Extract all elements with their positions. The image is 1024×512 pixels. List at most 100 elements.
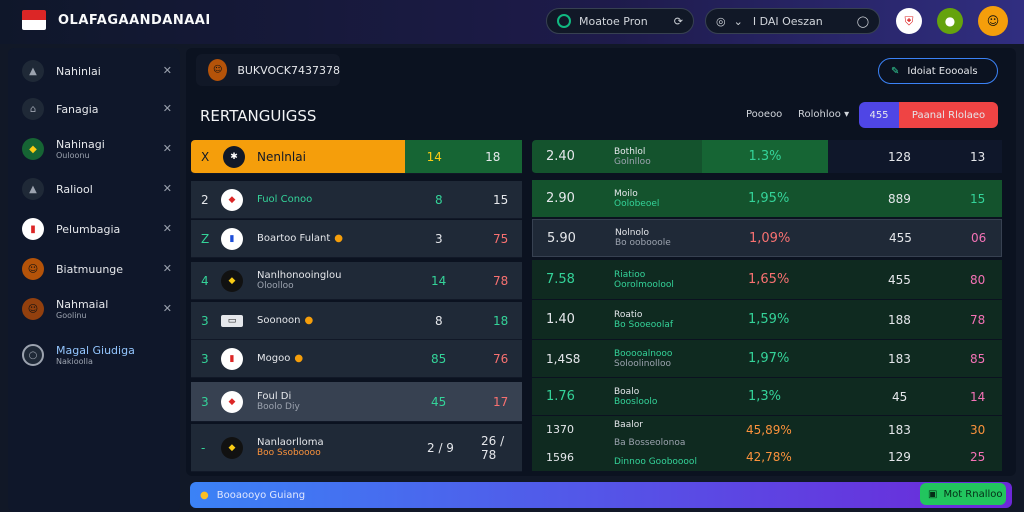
- rank: X: [201, 149, 210, 164]
- odds-name-wrap: Nolnolo Bo oobooole: [615, 220, 671, 256]
- table-row[interactable]: 4 ◆ Nanlhonooinglou Oloolloo 14 78: [191, 262, 522, 300]
- globe-icon: ◎: [716, 14, 726, 28]
- sidebar-item-6[interactable]: ☺ Nahmaial Goolinu ✕: [22, 296, 172, 322]
- sidebar-item-label-wrap: Nahmaial Goolinu: [56, 298, 108, 320]
- sidebar-item-5[interactable]: ☺ Biatmuunge ✕: [22, 256, 172, 282]
- stat-d-wrap: 30 25: [970, 416, 985, 471]
- panel-toggle[interactable]: Paanal Rlolaeo: [899, 102, 998, 128]
- match-tab[interactable]: ☺ BUKVOCK7437378: [196, 54, 340, 86]
- odds-row[interactable]: 5.90 Nolnolo Bo oobooole 1,09% 455 06: [532, 219, 1002, 257]
- sidebar-item-3[interactable]: ▲ Raliool ✕: [22, 176, 172, 202]
- close-icon[interactable]: ✕: [162, 222, 172, 235]
- sidebar-item-label: Raliool: [56, 182, 93, 196]
- odds-value: 1.76: [546, 389, 575, 404]
- sidebar-item-label: Nahinlai: [56, 64, 101, 78]
- filter-a[interactable]: Pooeoo: [746, 109, 783, 120]
- chat-button[interactable]: ▣ Mot Rnalloo: [920, 483, 1006, 505]
- odds-sub: Golnlloo: [614, 156, 651, 167]
- odds-value: 2.90: [546, 191, 575, 206]
- odds-row[interactable]: 1,4S8 Booooalnooo Soloolinolloo 1,97% 18…: [532, 340, 1002, 378]
- stat-c: 889: [888, 191, 911, 206]
- table-row[interactable]: - ◆ Nanlaorlloma Boo Ssoboooo 2 / 9 26 /…: [191, 424, 522, 472]
- crest-cell: ▭: [221, 302, 243, 339]
- action-button-label: Idoiat Eoooals: [907, 65, 978, 77]
- odds-row[interactable]: 1370 1596 Baalor Ba Bosseolonoa Dinnoo G…: [532, 416, 1002, 472]
- odds-name: Bothlol: [614, 146, 646, 157]
- team-name: Nanlaorlloma: [257, 437, 324, 448]
- filter-b[interactable]: Rolohloo ▾: [798, 109, 849, 120]
- odds-name-wrap: Roatio Bo Sooeoolaf: [614, 300, 673, 339]
- caret-down-icon: ▾: [844, 109, 850, 120]
- stat-d: 30: [970, 422, 986, 437]
- top-bar: OLAFAGAANDANAAI Moatoe Pron ⟳ ◎ ⌄ I DAI …: [0, 0, 1024, 44]
- shield-icon[interactable]: ⛨: [896, 8, 922, 34]
- match-tab-label: BUKVOCK7437378: [237, 63, 340, 77]
- sidebar-item-1[interactable]: ⌂ Fanagia ✕: [22, 96, 172, 122]
- odds-value: 1,4S8: [546, 351, 581, 366]
- table-row[interactable]: X ✱ Nenlnlai 14 18: [191, 140, 522, 174]
- team-name: Nanlhonooinglou: [257, 270, 342, 281]
- filter-pill[interactable]: ◎ ⌄ I DAI Oeszan ◯: [705, 8, 880, 34]
- team-name-wrap: Boartoo Fulant ●: [257, 220, 343, 257]
- odds-row[interactable]: 2.90 Moilo Oolobeoel 1,95% 889 15: [532, 180, 1002, 218]
- stat-c: 188: [888, 312, 911, 327]
- team-crest-icon: ◆: [22, 138, 44, 160]
- app-logo: [22, 10, 46, 30]
- odds-name-wrap: Booooalnooo Soloolinolloo: [614, 340, 672, 377]
- search-pill[interactable]: Moatoe Pron ⟳: [546, 8, 694, 34]
- crest-cell: ▮: [221, 220, 243, 257]
- rank: 2: [201, 192, 209, 207]
- badge-icon[interactable]: ●: [937, 8, 963, 34]
- table-row[interactable]: 3 ◆ Foul Di Boolo Diy 45 17: [191, 382, 522, 422]
- odds-sub: Bo oobooole: [615, 238, 671, 248]
- team-name: Nenlnlai: [257, 149, 306, 164]
- action-button[interactable]: ✎ Idoiat Eoooals: [878, 58, 998, 84]
- odds-row[interactable]: 1.76 Boalo Boosloolo 1,3% 45 14: [532, 378, 1002, 416]
- odds-row[interactable]: 7.58 Riatioo Oorolmoolool 1,65% 455 80: [532, 260, 1002, 300]
- odds-name: Booooalnooo: [614, 348, 673, 359]
- odds-sub: Oorolmoolool: [614, 279, 674, 290]
- sidebar-item-7[interactable]: ○ Magal Giudiga Nakioolla: [22, 342, 172, 368]
- table-row[interactable]: 3 ▭ Soonoon ● 8 18: [191, 302, 522, 340]
- odds-row[interactable]: 2.40 Bothlol Golnlloo 1.3% 128 13: [532, 140, 1002, 174]
- close-icon[interactable]: ✕: [162, 64, 172, 77]
- odds-sub: Dinnoo Goobooool: [614, 456, 697, 467]
- odds-sub: Oolobeoel: [614, 198, 660, 209]
- score-b: 78: [493, 273, 509, 288]
- close-icon[interactable]: ✕: [162, 142, 172, 155]
- chevron-down-icon[interactable]: ⌄: [733, 14, 743, 28]
- odds-value: 2.40: [546, 149, 575, 164]
- odds-name: Baalor: [614, 420, 643, 431]
- sidebar-item-0[interactable]: ▲ Nahinlai ✕: [22, 58, 172, 84]
- user-circle-icon[interactable]: ◯: [856, 14, 869, 28]
- score-a: 3: [435, 231, 443, 246]
- stat-d: 13: [970, 149, 986, 164]
- stat-c: 45: [892, 389, 908, 404]
- score-a: 8: [435, 313, 443, 328]
- odds-name-wrap: Moilo Oolobeoel: [614, 180, 659, 217]
- chat-icon: ▣: [928, 488, 938, 500]
- odds-percent: 1,09%: [749, 230, 791, 246]
- count-toggle[interactable]: 455: [859, 102, 899, 128]
- table-row[interactable]: 2 ◆ Fuol Conoo 8 15: [191, 181, 522, 219]
- odds-name: Moilo: [614, 188, 638, 199]
- odds-row[interactable]: 1.40 Roatio Bo Sooeoolaf 1,59% 188 78: [532, 300, 1002, 340]
- team-crest-icon: ◆: [221, 436, 243, 459]
- avatar[interactable]: ☺: [978, 6, 1008, 36]
- close-icon[interactable]: ✕: [162, 262, 172, 275]
- sidebar-item-2[interactable]: ◆ Nahinagi Ouloonu ✕: [22, 136, 172, 162]
- table-row[interactable]: 3 ▮ Mogoo ● 85 76: [191, 340, 522, 378]
- close-icon[interactable]: ✕: [162, 182, 172, 195]
- close-icon[interactable]: ✕: [162, 102, 172, 115]
- coin-icon: ●: [294, 353, 304, 364]
- flag-icon: ▭: [221, 314, 243, 327]
- odds-percent: 1,97%: [748, 351, 790, 366]
- sidebar-item-4[interactable]: ▮ Pelumbagia ✕: [22, 216, 172, 242]
- odds-sub: Bo Sooeoolaf: [614, 319, 674, 330]
- table-row[interactable]: Z ▮ Boartoo Fulant ● 3 75: [191, 220, 522, 258]
- close-icon[interactable]: ✕: [162, 302, 172, 315]
- stat-c: 183: [888, 351, 911, 366]
- team-crest-icon: ◆: [221, 390, 243, 413]
- refresh-icon[interactable]: ⟳: [673, 14, 683, 28]
- rank: 3: [201, 351, 209, 366]
